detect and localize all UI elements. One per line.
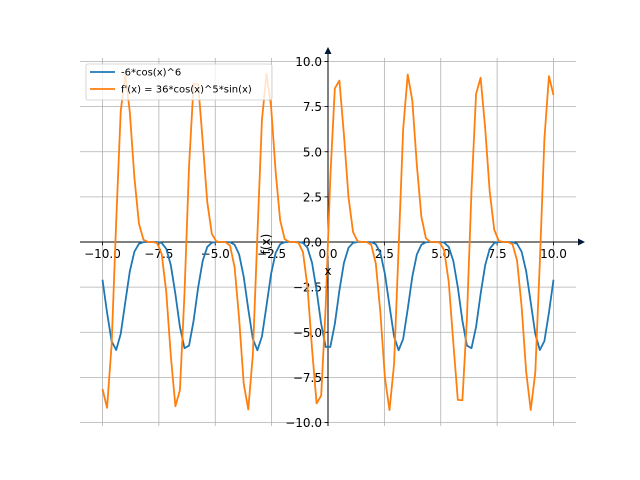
y-tick-label: −7.5 — [293, 371, 322, 385]
x-tick-label: −5.0 — [201, 247, 230, 261]
x-tick-label: 10.0 — [540, 247, 567, 261]
y-tick-label: 2.5 — [303, 190, 322, 204]
legend: -6*cos(x)^6 f'(x) = 36*cos(x)^5*sin(x) — [85, 63, 273, 101]
y-tick-label: −5.0 — [293, 326, 322, 340]
series-line-2 — [101, 72, 555, 412]
legend-label-series-2: f'(x) = 36*cos(x)^5*sin(x) — [121, 85, 252, 96]
y-tick-label: 10.0 — [295, 55, 322, 69]
ticks: −10.0 −7.5 −5.0 −2.5 0.0 2.5 5.0 7.5 10.0−10.0−7… — [84, 55, 567, 430]
x-tick-label: 7.5 — [488, 247, 507, 261]
y-tick-label: 5.0 — [303, 145, 322, 159]
x-tick-label: 5.0 — [431, 247, 450, 261]
x-tick-label: −10.0 — [84, 247, 121, 261]
series-line-1 — [101, 241, 555, 352]
y-axis-arrow — [324, 47, 332, 54]
legend-label-series-1: -6*cos(x)^6 — [121, 68, 181, 79]
y-axis-title: f(x) — [259, 234, 273, 255]
x-axis-title: x — [324, 264, 331, 278]
y-tick-label: −10.0 — [285, 416, 322, 430]
y-tick-label: 7.5 — [303, 100, 322, 114]
legend-box — [85, 63, 273, 101]
x-tick-label: −2.5 — [257, 247, 286, 261]
y-tick-label: 0.0 — [303, 236, 322, 250]
x-axis-arrow — [578, 238, 585, 246]
series-group — [101, 72, 555, 412]
